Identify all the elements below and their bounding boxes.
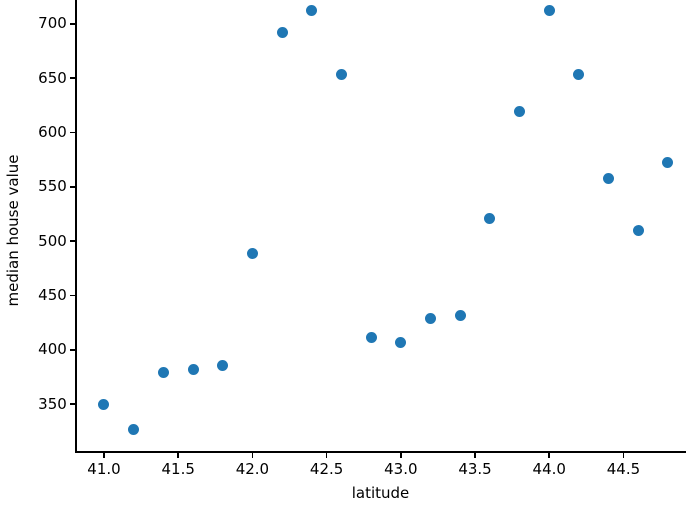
y-axis-tick-label: 500 <box>38 231 67 250</box>
scatter-point <box>365 332 377 344</box>
x-axis-tick-label: 44.0 <box>532 459 566 478</box>
y-axis-tick-label: 600 <box>38 123 67 142</box>
scatter-point <box>187 363 199 375</box>
y-axis-tick <box>69 294 75 297</box>
y-axis-tick <box>69 240 75 242</box>
x-axis-tick-label: 41.5 <box>161 459 195 478</box>
y-axis-tick-label: 550 <box>38 177 67 196</box>
y-axis-tick <box>69 403 75 405</box>
x-axis-spine <box>75 451 686 453</box>
x-axis-tick <box>622 452 625 458</box>
scatter-point <box>425 312 437 324</box>
y-axis-label: median house value <box>4 154 22 307</box>
y-axis-tick-label: 350 <box>38 394 67 413</box>
x-axis-tick <box>474 452 476 458</box>
y-axis-tick <box>69 349 75 351</box>
scatter-point <box>157 367 169 379</box>
y-axis-tick-label: 700 <box>38 14 67 33</box>
scatter-point <box>454 309 466 321</box>
scatter-point <box>217 359 229 371</box>
x-axis-tick-label: 44.5 <box>606 459 641 478</box>
scatter-point <box>306 5 318 17</box>
scatter-point <box>128 423 140 435</box>
y-axis-tick <box>69 186 75 188</box>
scatter-point <box>573 69 585 81</box>
x-axis-tick-label: 42.0 <box>235 459 270 478</box>
x-axis-label: latitude <box>351 484 410 502</box>
y-axis-spine <box>75 0 77 453</box>
scatter-point <box>395 336 407 348</box>
x-axis-tick-label: 43.0 <box>384 459 418 478</box>
y-axis-tick-label: 650 <box>38 68 67 87</box>
scatter-point <box>603 172 615 184</box>
scatter-point <box>514 106 526 118</box>
y-axis-tick-label: 450 <box>38 286 67 305</box>
y-axis-tick-label: 400 <box>38 340 67 359</box>
x-axis-tick <box>177 452 179 458</box>
x-axis-tick <box>251 452 254 458</box>
x-axis-tick-label: 42.5 <box>309 459 344 478</box>
x-axis-tick <box>548 452 551 458</box>
scatter-point <box>98 398 110 410</box>
x-axis-tick <box>103 452 105 458</box>
y-axis-tick <box>69 131 75 134</box>
x-axis-tick <box>400 452 402 458</box>
scatter-point <box>662 157 674 169</box>
y-axis-tick <box>69 77 75 80</box>
scatter-point <box>632 224 644 236</box>
scatter-point <box>335 69 347 81</box>
plot-area: 41.0 41.5 42.0 42.5 43.0 43.5 44.0 44.5 350 400 45… <box>38 0 686 508</box>
x-axis-tick-label: 43.5 <box>458 459 492 478</box>
y-axis-tick <box>69 23 75 25</box>
scatter-point <box>484 212 496 224</box>
scatter-point <box>276 27 288 39</box>
x-axis-tick <box>325 452 328 458</box>
x-axis-tick-label: 41.0 <box>87 459 121 478</box>
scatter-point <box>543 5 555 17</box>
scatter-point <box>246 247 258 259</box>
